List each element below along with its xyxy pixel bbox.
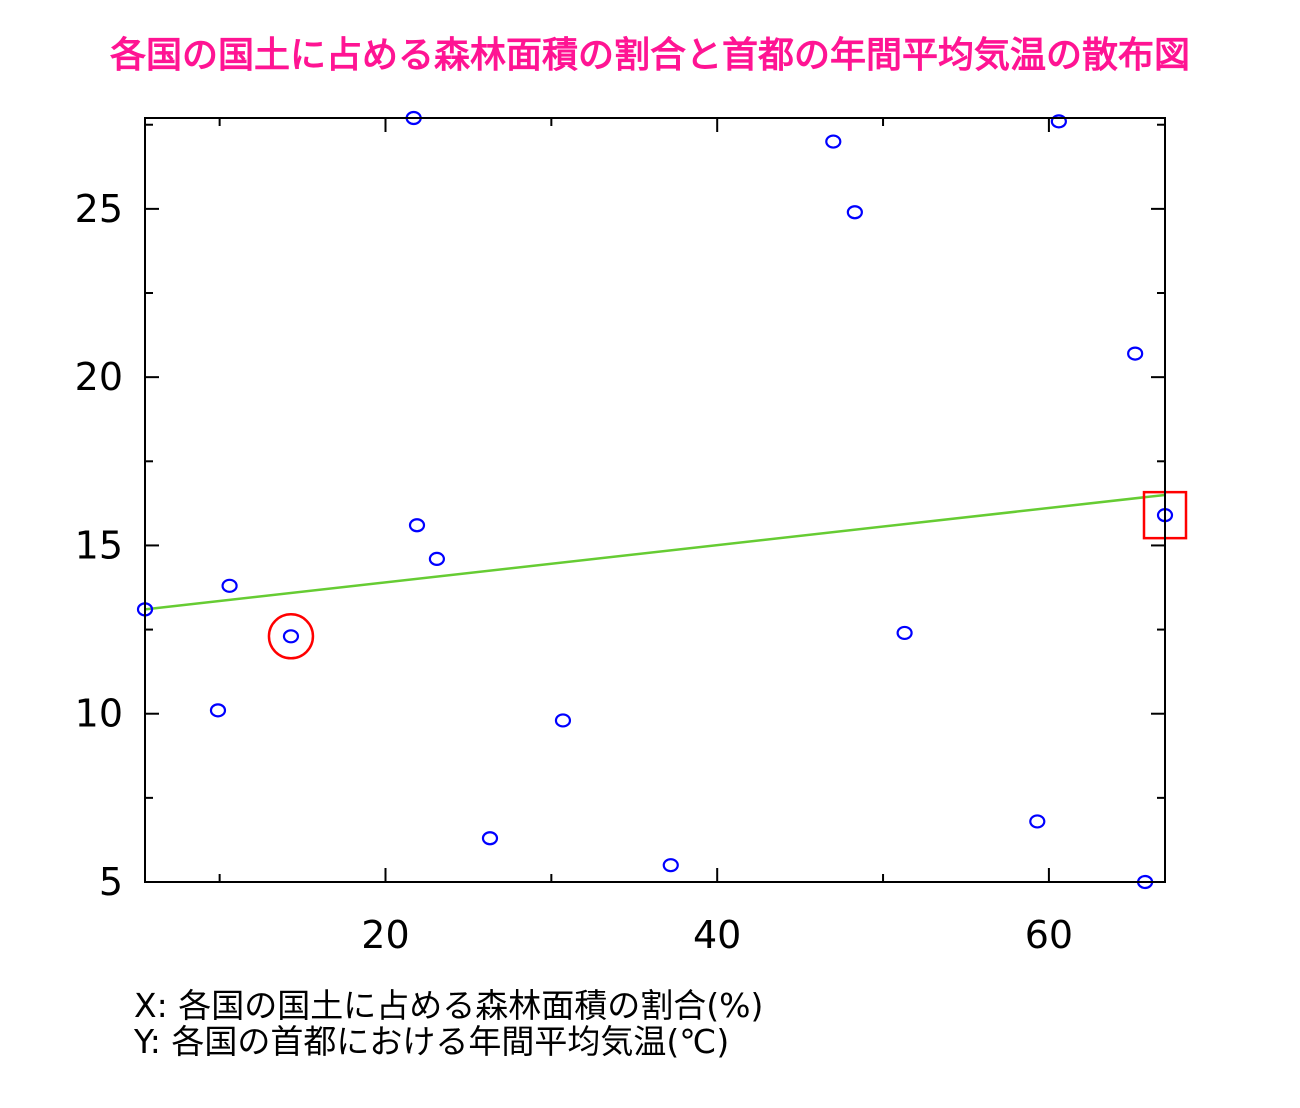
ticks-layer: 5 10 15 20 25 20 40 60 xyxy=(75,118,1165,957)
chart-title: 各国の国土に占める森林面積の割合と首都の年間平均気温の散布図 xyxy=(109,35,1190,76)
regression-line xyxy=(144,493,1166,611)
x-tick-label: 20 xyxy=(361,913,409,957)
y-tick-label: 25 xyxy=(75,187,123,231)
data-point xyxy=(1127,346,1144,361)
data-point xyxy=(846,205,863,220)
data-point xyxy=(825,134,842,149)
data-point xyxy=(896,625,913,641)
data-point xyxy=(1029,814,1046,829)
data-point xyxy=(209,703,227,718)
data-point xyxy=(481,831,499,846)
x-tick-label: 60 xyxy=(1025,913,1073,957)
points-layer xyxy=(136,110,1174,890)
x-axis-label: X: 各国の国土に占める森林面積の割合(%) xyxy=(134,986,764,1025)
data-point xyxy=(282,629,300,644)
axis-labels: X: 各国の国土に占める森林面積の割合(%) Y: 各国の首都における年間平均気… xyxy=(134,988,763,1060)
data-point xyxy=(408,518,426,533)
highlight-circle xyxy=(267,613,315,660)
y-tick-label: 15 xyxy=(75,523,123,567)
data-point xyxy=(662,858,679,873)
data-point xyxy=(428,551,446,566)
scatter-plot: 5 10 15 20 25 20 40 60 xyxy=(75,110,1188,957)
highlight-layer xyxy=(267,490,1188,660)
plot-frame xyxy=(144,117,1166,883)
data-point xyxy=(1050,114,1067,129)
regression-line-layer xyxy=(144,493,1166,611)
data-point xyxy=(554,713,572,728)
data-point xyxy=(221,578,238,593)
y-tick-label: 5 xyxy=(99,860,123,904)
y-tick-label: 10 xyxy=(75,692,123,736)
y-tick-label: 20 xyxy=(75,355,123,399)
y-axis-label: Y: 各国の首都における年間平均気温(℃) xyxy=(134,1022,730,1061)
x-tick-label: 40 xyxy=(693,913,741,957)
